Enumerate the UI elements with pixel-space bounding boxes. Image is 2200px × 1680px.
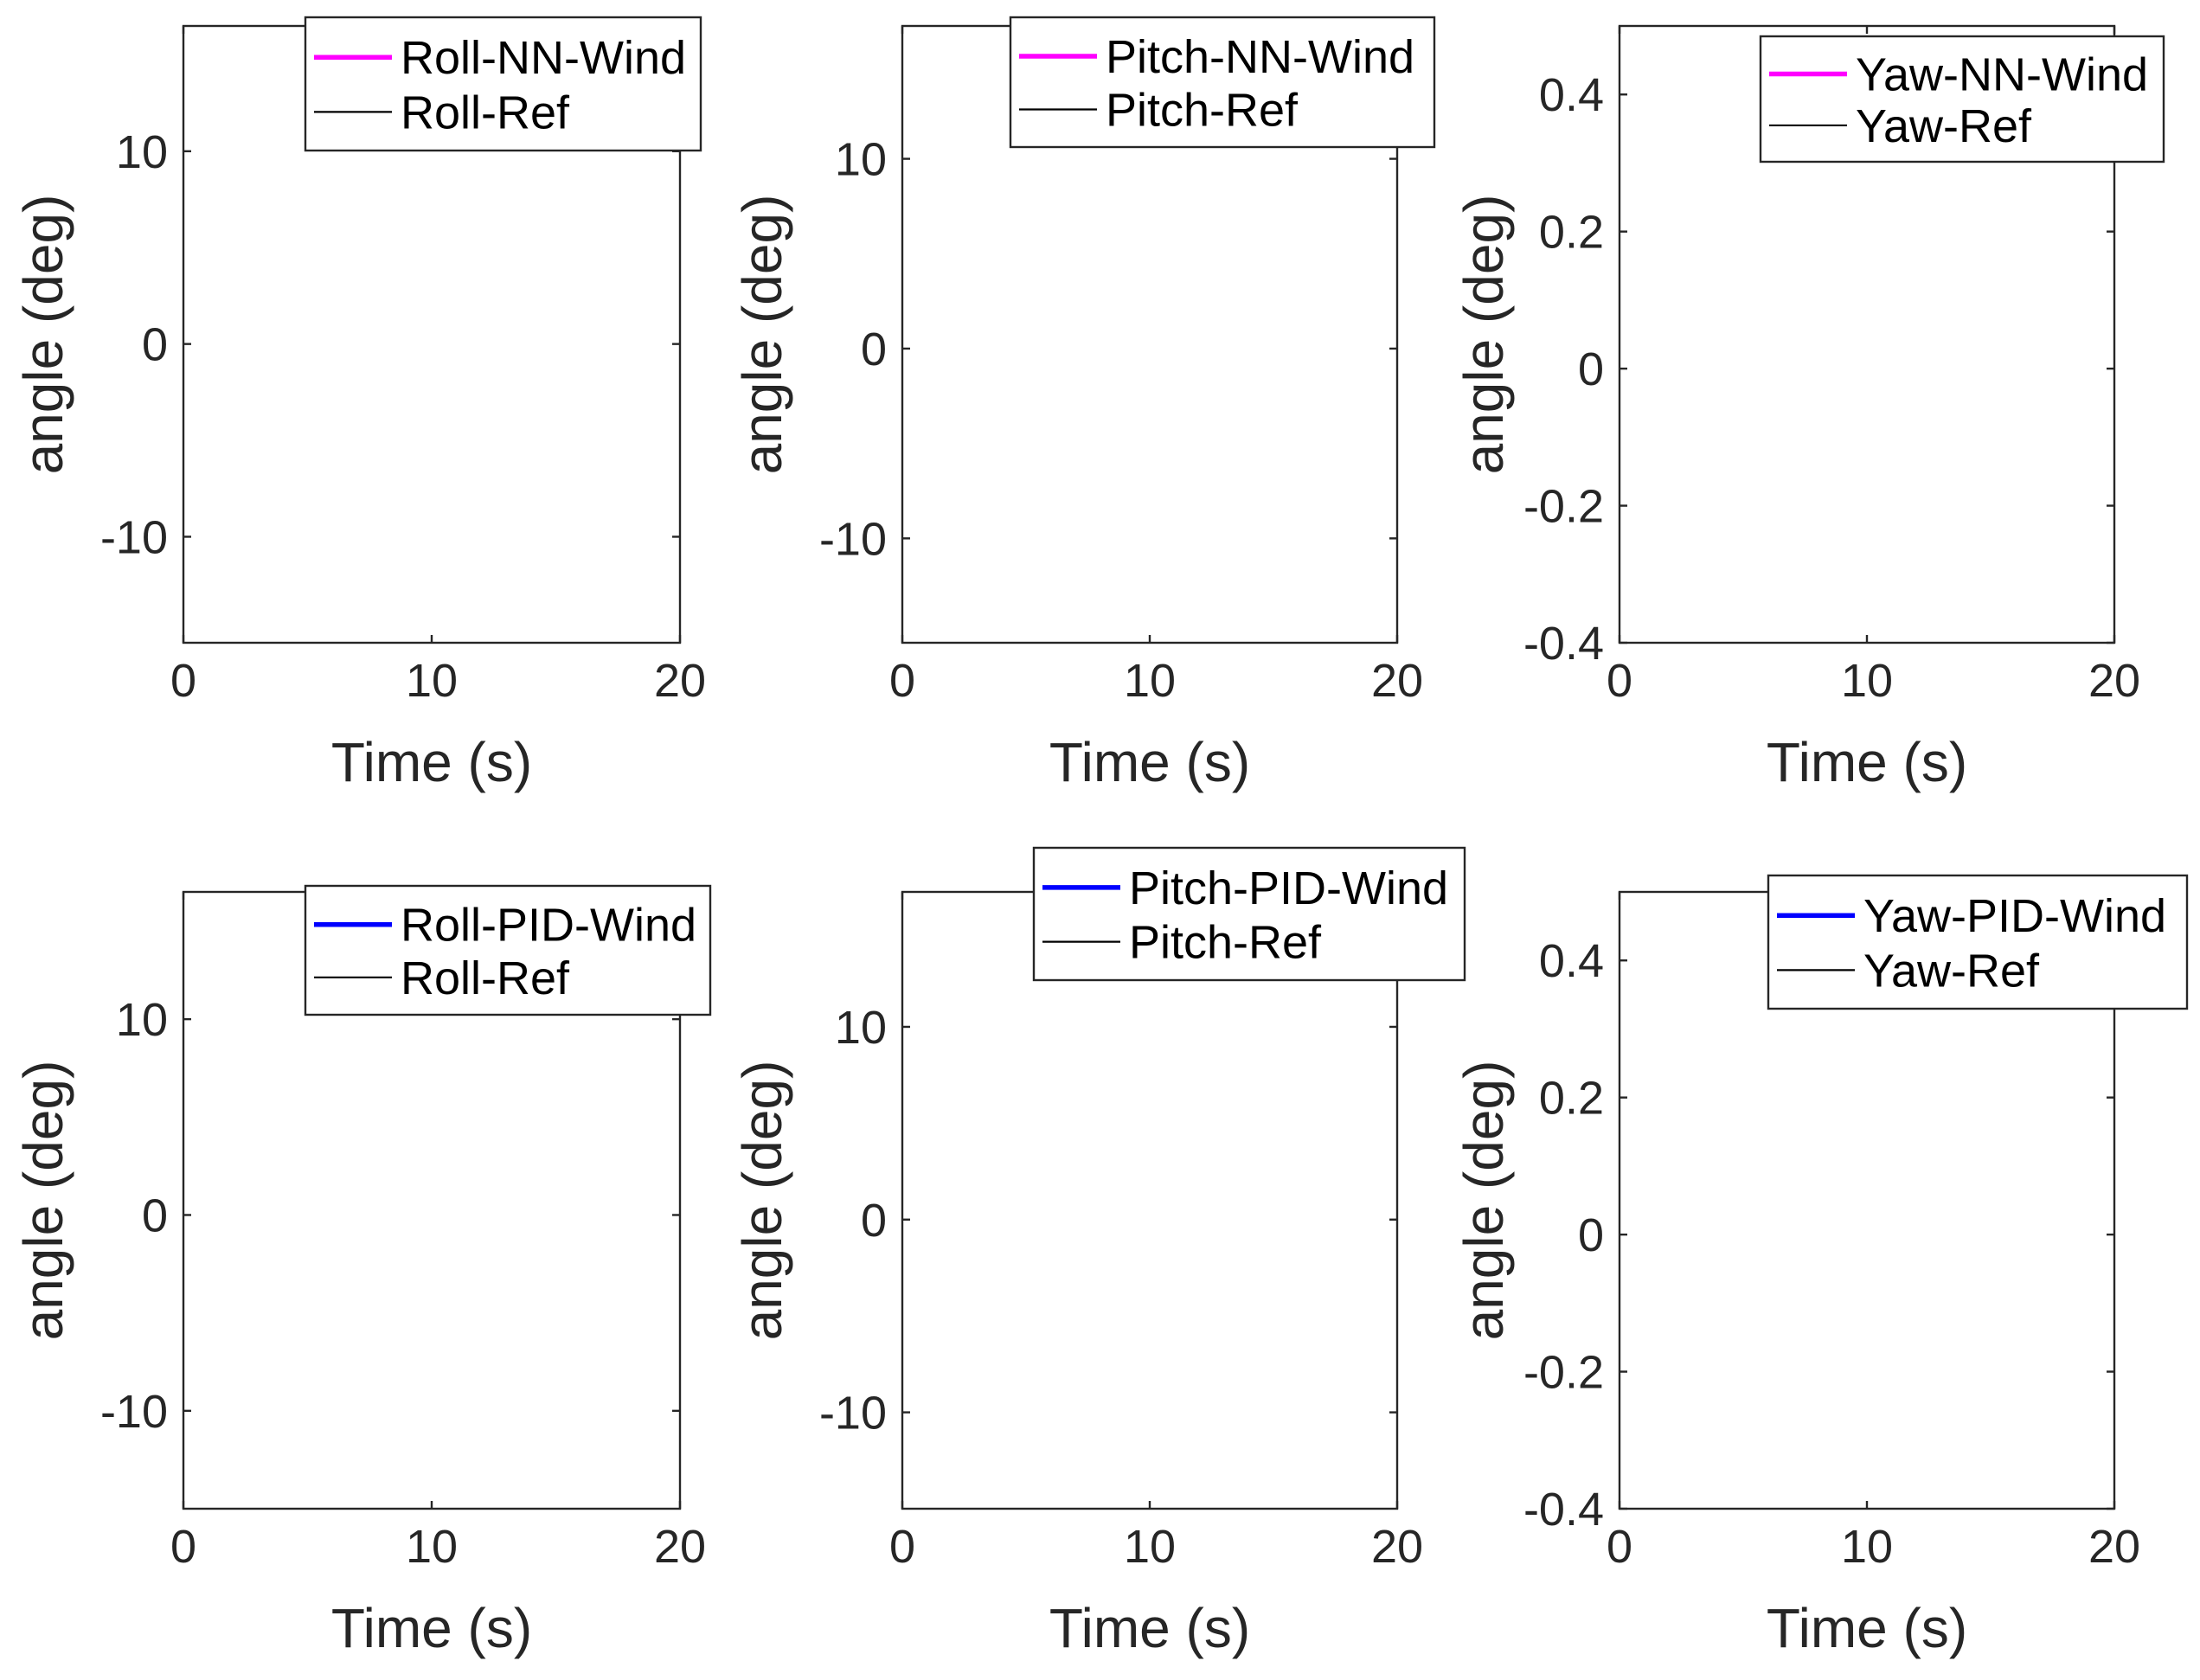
x-tick-label: 10 (406, 655, 458, 707)
x-axis-label: Time (s) (331, 731, 532, 793)
legend-box (304, 884, 712, 1016)
chart-roll-nn: 0 10 20 -10 0 10 Time (s) angle (deg) Roll-NN-Wi… (12, 16, 706, 793)
x-tick-label: 20 (2088, 1521, 2140, 1573)
x-tick-label: 20 (1371, 1521, 1423, 1573)
y-tick-label: 10 (116, 126, 168, 178)
legend-box (1767, 874, 2189, 1010)
y-axis-label: angle (deg) (12, 195, 74, 475)
chart-pitch-nn: 0 10 20 -10 0 10 Time (s) angle (deg) Pitch-NN-W… (731, 16, 1436, 793)
y-tick-label: -10 (819, 1388, 887, 1440)
y-tick-label: 0.4 (1539, 935, 1604, 987)
y-tick-label: -10 (100, 1386, 168, 1438)
x-tick-label: 0 (170, 1521, 196, 1573)
y-tick-label: 10 (835, 1002, 887, 1054)
x-axis-label: Time (s) (1049, 731, 1250, 793)
x-axis-label: Time (s) (1049, 1597, 1250, 1659)
legend-label-yaw-pid-wind: Yaw-PID-Wind (1863, 890, 2166, 942)
x-tick-label: 10 (1124, 1521, 1176, 1573)
x-tick-label: 0 (1607, 655, 1632, 707)
y-tick-label: -0.4 (1523, 618, 1604, 670)
x-tick-label: 0 (1607, 1521, 1632, 1573)
chart-yaw-pid: 0 10 20 -0.4 -0.2 0 0.2 0.4 Time (s) angle (deg) Y… (1453, 874, 2189, 1659)
chart-yaw-nn: 0 10 20 -0.4 -0.2 0 0.2 0.4 Time (s) angle (deg) Y… (1453, 24, 2165, 793)
legend-label-roll-nn-wind: Roll-NN-Wind (401, 32, 686, 84)
y-tick-label: 10 (835, 134, 887, 186)
y-tick-label: -0.2 (1523, 1347, 1604, 1399)
legend-label-pitch-pid-wind: Pitch-PID-Wind (1129, 862, 1448, 914)
legend-label-roll-ref: Roll-Ref (401, 952, 570, 1004)
x-tick-label: 0 (889, 1521, 915, 1573)
x-tick-label: 10 (1124, 655, 1176, 707)
x-tick-label: 20 (2088, 655, 2140, 707)
y-tick-label: 0 (861, 1195, 887, 1247)
y-tick-label: 10 (116, 994, 168, 1046)
axes-frame (901, 890, 1399, 1510)
legend-label-roll-ref: Roll-Ref (401, 87, 570, 138)
y-tick-label: 0 (142, 319, 168, 371)
legend-label-pitch-nn-wind: Pitch-NN-Wind (1106, 31, 1414, 83)
y-tick-label: 0 (142, 1189, 168, 1241)
x-tick-label: 0 (889, 655, 915, 707)
y-axis-label: angle (deg) (1453, 1061, 1515, 1341)
legend-label-yaw-nn-wind: Yaw-NN-Wind (1856, 49, 2148, 101)
y-tick-label: 0 (1578, 343, 1604, 395)
legend-label-roll-pid-wind: Roll-PID-Wind (401, 900, 696, 952)
x-axis-label: Time (s) (1767, 731, 1967, 793)
y-tick-label: -10 (819, 513, 887, 565)
y-tick-label: -0.4 (1523, 1484, 1604, 1536)
y-tick-label: -10 (100, 511, 168, 563)
legend-box (1032, 846, 1466, 982)
y-tick-label: -0.2 (1523, 481, 1604, 533)
x-tick-label: 20 (1371, 655, 1423, 707)
x-tick-label: 20 (654, 655, 706, 707)
legend-box (1009, 16, 1436, 149)
y-tick-label: 0.2 (1539, 207, 1604, 259)
y-tick-label: 0.4 (1539, 69, 1604, 121)
legend-label-pitch-ref: Pitch-Ref (1129, 917, 1322, 969)
y-axis-label: angle (deg) (1453, 195, 1515, 475)
y-tick-label: 0.2 (1539, 1073, 1604, 1125)
y-axis-label: angle (deg) (731, 1061, 793, 1341)
x-tick-label: 0 (170, 655, 196, 707)
x-tick-label: 10 (1841, 1521, 1893, 1573)
y-axis-label: angle (deg) (731, 195, 793, 475)
legend-box (304, 16, 702, 152)
legend-box (1759, 35, 2165, 164)
legend-label-yaw-ref: Yaw-Ref (1856, 100, 2032, 152)
x-tick-label: 10 (406, 1521, 458, 1573)
legend-label-pitch-ref: Pitch-Ref (1106, 85, 1299, 137)
charts-root: 0 10 20 -10 0 10 Time (s) angle (deg) Roll-NN-Wi… (12, 16, 2189, 1659)
y-axis-label: angle (deg) (12, 1061, 74, 1341)
y-tick-label: 0 (861, 324, 887, 375)
y-tick-label: 0 (1578, 1209, 1604, 1261)
x-tick-label: 20 (654, 1521, 706, 1573)
x-tick-label: 10 (1841, 655, 1893, 707)
x-axis-label: Time (s) (1767, 1597, 1967, 1659)
x-axis-label: Time (s) (331, 1597, 532, 1659)
chart-pitch-pid: 0 10 20 -10 0 10 Time (s) angle (deg) Pitch-PID-… (731, 846, 1466, 1659)
chart-roll-pid: 0 10 20 -10 0 10 Time (s) angle (deg) Roll-PID-W… (12, 884, 712, 1659)
legend-label-yaw-ref: Yaw-Ref (1863, 945, 2040, 997)
